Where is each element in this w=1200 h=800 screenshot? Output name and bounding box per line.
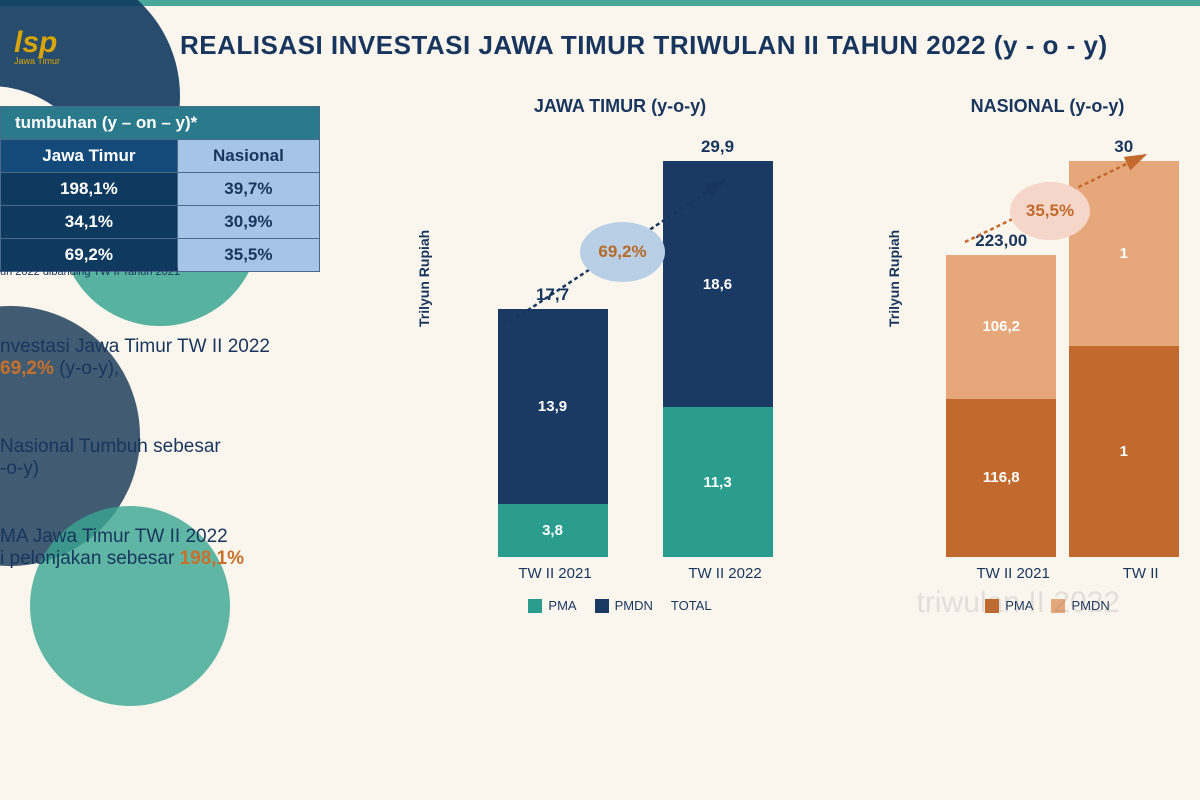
table-header: tumbuhan (y – on – y)*	[1, 107, 320, 140]
bar-total-label: 29,9	[663, 137, 773, 157]
legend-label: PMA	[548, 598, 576, 613]
bar-segment-pma: 11,3	[663, 407, 773, 557]
growth-badge: 69,2%	[580, 222, 665, 282]
x-label: TW II 2021	[976, 565, 1049, 582]
chart-plot: Trilyun Rupiah 69,2% 17,713,93,829,918,6…	[430, 127, 810, 557]
table-footnote: un 2022 dibanding TW II Tahun 2021	[0, 266, 180, 278]
logo-subtext: Jawa Timur	[14, 56, 60, 66]
text: MA Jawa Timur TW II 2022	[0, 526, 228, 547]
y-axis-label: Trilyun Rupiah	[886, 230, 902, 327]
legend-swatch	[595, 599, 609, 613]
highlight: 198,1%	[180, 548, 244, 569]
bar-segment-pma: 3,8	[498, 504, 608, 557]
logo: lsp Jawa Timur	[14, 26, 60, 66]
watermark: triwulan II 2022	[917, 586, 1120, 620]
chart-nasional: NASIONAL (y-o-y) Trilyun Rupiah 35,5% 22…	[900, 96, 1195, 656]
table-cell: 39,7%	[177, 173, 319, 206]
text: i pelonjakan sebesar	[0, 548, 180, 569]
growth-badge: 35,5%	[1010, 182, 1090, 240]
summary-text-2: Nasional Tumbuh sebesar -o-y)	[0, 436, 360, 480]
legend-item: PMDN	[595, 598, 653, 613]
bars-container: 17,7 13,93,8 29,9 18,611,3	[470, 137, 800, 557]
bar-total-label: 30	[1069, 137, 1179, 157]
legend-swatch	[528, 599, 542, 613]
highlight: 69,2%	[0, 358, 54, 379]
table-cell: 198,1%	[1, 173, 178, 206]
chart-title: NASIONAL (y-o-y)	[900, 96, 1195, 117]
bar-segment-pmdn: 106,2	[946, 255, 1056, 399]
growth-value: 69,2%	[598, 242, 646, 262]
legend-item: TOTAL	[671, 598, 712, 613]
bar-segment-pmdn: 13,9	[498, 309, 608, 504]
legend-item: PMA	[528, 598, 576, 613]
text: nvestasi Jawa Timur TW II 2022	[0, 336, 270, 357]
table-cell: 34,1%	[1, 206, 178, 239]
x-label: TW II 2021	[518, 565, 591, 582]
growth-table: tumbuhan (y – on – y)* Jawa Timur Nasion…	[0, 106, 320, 272]
chart-jawa-timur: JAWA TIMUR (y-o-y) Trilyun Rupiah 69,2% …	[430, 96, 810, 656]
bar-segment-pma: 116,8	[946, 399, 1056, 557]
bar-segment-pma: 1	[1069, 346, 1179, 557]
legend-label: TOTAL	[671, 598, 712, 613]
page-title: REALISASI INVESTASI JAWA TIMUR TRIWULAN …	[180, 30, 1108, 61]
table-col-header: Nasional	[177, 140, 319, 173]
x-labels: TW II 2021 TW II	[900, 565, 1195, 582]
x-label: TW II	[1123, 565, 1159, 582]
bar-group: 29,9 18,611,3	[663, 137, 773, 557]
table-col-header: Jawa Timur	[1, 140, 178, 173]
x-label: TW II 2022	[688, 565, 761, 582]
text: Nasional Tumbuh sebesar	[0, 436, 221, 457]
chart-plot: Trilyun Rupiah 35,5% 223,00106,2116,8301…	[900, 127, 1195, 557]
summary-text-3: MA Jawa Timur TW II 2022 i pelonjakan se…	[0, 526, 360, 570]
x-labels: TW II 2021 TW II 2022	[430, 565, 810, 582]
table-cell: 35,5%	[177, 239, 319, 272]
chart-title: JAWA TIMUR (y-o-y)	[430, 96, 810, 117]
table-cell: 30,9%	[177, 206, 319, 239]
chart-legend: PMA PMDN TOTAL	[430, 598, 810, 613]
bar-segment-pmdn: 1	[1069, 161, 1179, 346]
summary-text-1: nvestasi Jawa Timur TW II 2022 69,2% (y-…	[0, 336, 360, 380]
growth-value: 35,5%	[1026, 201, 1074, 221]
bar-group: 17,7 13,93,8	[498, 137, 608, 557]
legend-label: PMDN	[615, 598, 653, 613]
y-axis-label: Trilyun Rupiah	[416, 230, 432, 327]
bar-total-label: 17,7	[498, 285, 608, 305]
logo-text: lsp	[14, 26, 57, 59]
text: -o-y)	[0, 458, 39, 479]
bar-segment-pmdn: 18,6	[663, 161, 773, 407]
text: (y-o-y),	[54, 358, 119, 379]
